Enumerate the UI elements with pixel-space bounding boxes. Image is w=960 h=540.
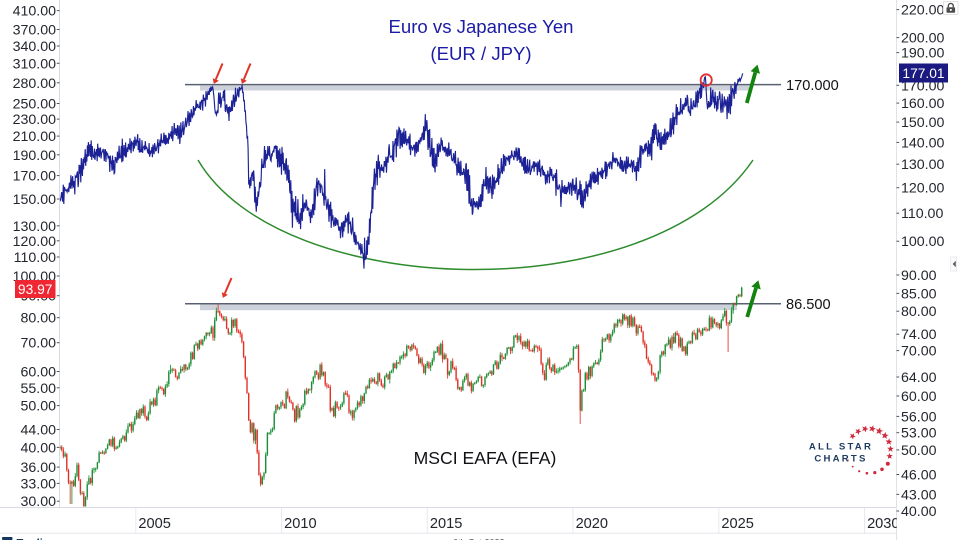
svg-text:2010: 2010 bbox=[284, 516, 316, 532]
svg-text:370.00: 370.00 bbox=[13, 23, 57, 39]
svg-text:410.00: 410.00 bbox=[13, 4, 57, 20]
svg-text:60.00: 60.00 bbox=[901, 389, 937, 405]
svg-text:210.00: 210.00 bbox=[13, 129, 57, 145]
svg-text:2015: 2015 bbox=[430, 516, 462, 532]
svg-text:60.00: 60.00 bbox=[20, 365, 56, 381]
svg-text:2020: 2020 bbox=[576, 516, 608, 532]
svg-text:310.00: 310.00 bbox=[13, 56, 57, 72]
svg-text:340.00: 340.00 bbox=[13, 39, 57, 55]
svg-text:70.00: 70.00 bbox=[20, 336, 56, 352]
svg-text:280.00: 280.00 bbox=[13, 76, 57, 92]
svg-text:110.00: 110.00 bbox=[14, 250, 56, 266]
svg-text:70.00: 70.00 bbox=[901, 344, 937, 360]
svg-text:56.00: 56.00 bbox=[901, 409, 937, 425]
svg-text:130.00: 130.00 bbox=[13, 219, 57, 235]
svg-text:6th Oct 2023: 6th Oct 2023 bbox=[453, 538, 505, 540]
svg-text:55.00: 55.00 bbox=[20, 381, 56, 397]
svg-text:36.00: 36.00 bbox=[20, 460, 56, 476]
svg-text:Trading: Trading bbox=[17, 538, 57, 540]
svg-text:44.00: 44.00 bbox=[20, 423, 56, 439]
svg-text:80.00: 80.00 bbox=[901, 304, 937, 320]
svg-text:90.00: 90.00 bbox=[901, 268, 937, 284]
svg-text:2030: 2030 bbox=[867, 516, 899, 532]
svg-text:93.97: 93.97 bbox=[18, 282, 53, 297]
svg-text:50.00: 50.00 bbox=[20, 399, 56, 415]
svg-text:230.00: 230.00 bbox=[13, 112, 57, 128]
svg-text:2005: 2005 bbox=[138, 516, 170, 532]
svg-text:33.00: 33.00 bbox=[20, 476, 56, 492]
svg-text:160.00: 160.00 bbox=[901, 96, 945, 112]
svg-text:30.00: 30.00 bbox=[20, 494, 56, 510]
svg-text:ALL STAR: ALL STAR bbox=[809, 442, 873, 453]
svg-text:220.00: 220.00 bbox=[901, 3, 945, 19]
svg-text:64.00: 64.00 bbox=[901, 370, 937, 386]
svg-text:86.500: 86.500 bbox=[786, 297, 831, 313]
svg-text:40.00: 40.00 bbox=[901, 504, 937, 520]
svg-text:50.00: 50.00 bbox=[901, 443, 937, 459]
svg-text:43.00: 43.00 bbox=[901, 487, 937, 503]
svg-text:(EUR / JPY): (EUR / JPY) bbox=[430, 43, 531, 64]
svg-text:170.00: 170.00 bbox=[13, 169, 57, 185]
svg-text:150.00: 150.00 bbox=[13, 192, 57, 208]
svg-text:53.00: 53.00 bbox=[901, 426, 937, 442]
svg-text:130.00: 130.00 bbox=[901, 157, 945, 173]
svg-text:2025: 2025 bbox=[721, 516, 753, 532]
svg-text:150.00: 150.00 bbox=[901, 115, 945, 131]
svg-text:74.00: 74.00 bbox=[901, 327, 937, 343]
svg-text:177.01: 177.01 bbox=[902, 66, 944, 81]
svg-text:140.00: 140.00 bbox=[901, 135, 945, 151]
svg-text:46.00: 46.00 bbox=[901, 468, 937, 484]
svg-text:190.00: 190.00 bbox=[901, 46, 945, 62]
svg-text:110.00: 110.00 bbox=[901, 206, 943, 222]
svg-text:Euro vs Japanese Yen: Euro vs Japanese Yen bbox=[388, 16, 573, 37]
svg-text:40.00: 40.00 bbox=[20, 440, 56, 456]
svg-text:200.00: 200.00 bbox=[901, 31, 945, 47]
svg-text:250.00: 250.00 bbox=[13, 97, 57, 113]
svg-text:MSCI EAFA (EFA): MSCI EAFA (EFA) bbox=[414, 448, 557, 468]
svg-text:190.00: 190.00 bbox=[13, 148, 57, 164]
svg-text:100.00: 100.00 bbox=[901, 234, 945, 250]
svg-text:80.00: 80.00 bbox=[20, 311, 56, 327]
svg-text:120.00: 120.00 bbox=[901, 181, 945, 197]
svg-text:170.000: 170.000 bbox=[786, 78, 839, 94]
svg-text:120.00: 120.00 bbox=[13, 234, 57, 250]
svg-text:CHARTS: CHARTS bbox=[814, 454, 867, 465]
svg-text:85.00: 85.00 bbox=[901, 286, 937, 302]
